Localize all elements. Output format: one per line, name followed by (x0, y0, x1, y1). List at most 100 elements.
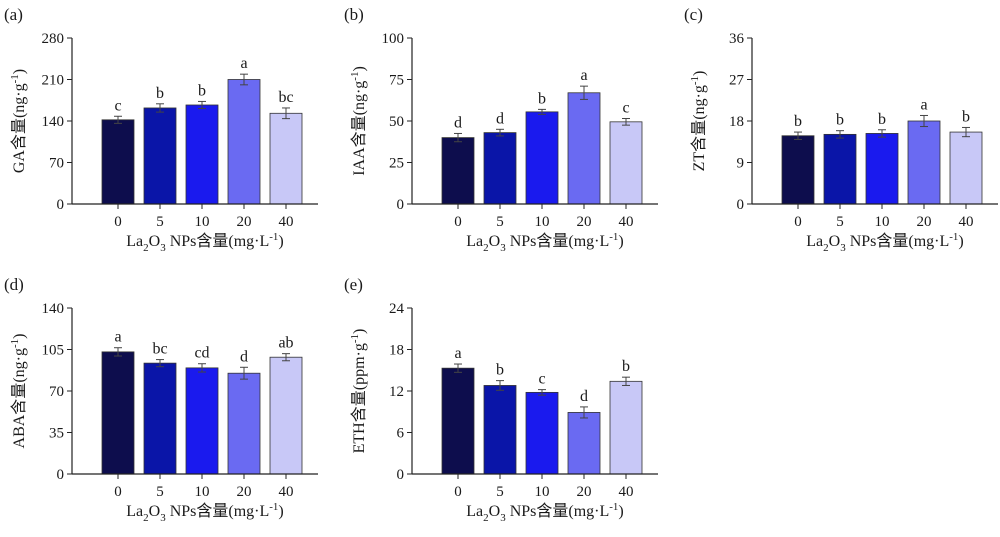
x-tick-label: 10 (195, 484, 210, 500)
panel-1: (b) 0 25 50 75 100 d 0 d 5 b 10 a 20 c 40 IAA含量(ng·g-1) L… (344, 5, 658, 254)
significance-letter: bc (152, 341, 167, 358)
significance-letter: b (622, 358, 630, 375)
panel-label: (a) (4, 5, 23, 24)
significance-letter: b (962, 108, 970, 125)
x-tick-label: 10 (195, 214, 210, 230)
y-tick-label: 12 (389, 384, 404, 400)
x-tick-label: 20 (917, 214, 932, 230)
y-tick-label: 0 (57, 197, 65, 213)
y-tick-label: 36 (729, 31, 745, 47)
significance-letter: c (538, 371, 545, 388)
significance-letter: b (878, 111, 886, 128)
x-tick-label: 20 (237, 484, 252, 500)
significance-letter: cd (194, 345, 209, 362)
bar-20 (567, 412, 601, 475)
x-axis-label: La2O3 NPs含量(mg·L-1) (466, 501, 624, 524)
significance-letter: ab (278, 335, 293, 352)
panel-label: (c) (684, 5, 703, 24)
panel-3: (d) 0 35 70 105 140 a 0 bc 5 cd 10 d 20 ab 40 ABA含量(ng·g… (4, 275, 318, 524)
x-tick-label: 40 (619, 214, 634, 230)
bar-10 (525, 111, 559, 205)
y-tick-label: 70 (49, 384, 64, 400)
x-tick-label: 5 (836, 214, 844, 230)
significance-letter: a (240, 55, 247, 72)
y-tick-label: 50 (389, 114, 404, 130)
y-tick-label: 210 (42, 73, 65, 89)
y-tick-label: 0 (57, 467, 65, 483)
significance-letter: b (198, 82, 206, 99)
x-tick-label: 0 (454, 484, 462, 500)
significance-letter: c (114, 97, 121, 114)
y-tick-label: 0 (737, 197, 745, 213)
bar-5 (143, 362, 177, 475)
y-axis-label: ABA含量(ng·g-1) (9, 334, 28, 449)
x-tick-label: 5 (156, 214, 164, 230)
bar-0 (781, 135, 815, 205)
y-tick-label: 280 (42, 31, 65, 47)
x-tick-label: 10 (535, 214, 550, 230)
x-tick-label: 20 (577, 214, 592, 230)
y-tick-label: 24 (389, 301, 405, 317)
significance-letter: bc (278, 89, 293, 106)
x-tick-label: 40 (279, 214, 294, 230)
y-tick-label: 0 (397, 467, 405, 483)
x-axis-label: La2O3 NPs含量(mg·L-1) (466, 231, 624, 254)
significance-letter: a (920, 96, 927, 113)
x-tick-label: 5 (496, 214, 504, 230)
significance-letter: c (622, 100, 629, 117)
x-tick-label: 10 (535, 484, 550, 500)
significance-letter: b (538, 90, 546, 107)
bar-10 (865, 133, 899, 205)
x-tick-label: 40 (959, 214, 974, 230)
y-tick-label: 18 (389, 343, 404, 359)
panel-label: (b) (344, 5, 364, 24)
y-tick-label: 105 (42, 343, 65, 359)
y-axis-label: ETH含量(ppm·g-1) (349, 329, 368, 454)
y-tick-label: 140 (42, 114, 65, 130)
y-axis-label: GA含量(ng·g-1) (9, 69, 28, 173)
y-tick-label: 18 (729, 114, 744, 130)
panel-4: (e) 0 6 12 18 24 a 0 b 5 c 10 d 20 b 40 ETH含量(ppm·g-1) La… (344, 275, 658, 524)
y-tick-label: 75 (389, 73, 404, 89)
bar-40 (609, 380, 643, 475)
x-tick-label: 0 (114, 214, 122, 230)
y-tick-label: 100 (382, 31, 405, 47)
bar-40 (269, 356, 303, 475)
significance-letter: a (454, 345, 461, 362)
significance-letter: a (114, 329, 121, 346)
bar-0 (101, 351, 135, 475)
x-tick-label: 0 (794, 214, 802, 230)
significance-letter: b (794, 113, 802, 130)
x-tick-label: 10 (875, 214, 890, 230)
bar-40 (949, 131, 983, 205)
y-axis-label: IAA含量(ng·g-1) (349, 66, 368, 176)
bar-40 (609, 121, 643, 205)
y-tick-label: 25 (389, 156, 404, 172)
bar-20 (227, 372, 261, 475)
significance-letter: d (496, 110, 504, 127)
significance-letter: d (454, 114, 462, 131)
x-tick-label: 0 (114, 484, 122, 500)
bar-5 (143, 107, 177, 205)
x-axis-label: La2O3 NPs含量(mg·L-1) (126, 231, 284, 254)
y-tick-label: 6 (397, 426, 405, 442)
x-tick-label: 0 (454, 214, 462, 230)
bar-20 (227, 79, 261, 205)
bar-0 (101, 119, 135, 205)
bar-0 (441, 137, 475, 205)
y-tick-label: 70 (49, 156, 64, 172)
significance-letter: d (240, 348, 248, 365)
y-tick-label: 35 (49, 426, 64, 442)
significance-letter: d (580, 388, 588, 405)
y-tick-label: 9 (737, 156, 745, 172)
significance-letter: b (496, 362, 504, 379)
y-tick-label: 0 (397, 197, 405, 213)
bar-20 (907, 120, 941, 205)
y-tick-label: 27 (729, 73, 745, 89)
significance-letter: b (156, 85, 164, 102)
significance-letter: b (836, 112, 844, 129)
bar-0 (441, 367, 475, 475)
significance-letter: a (580, 67, 587, 84)
bar-40 (269, 112, 303, 205)
